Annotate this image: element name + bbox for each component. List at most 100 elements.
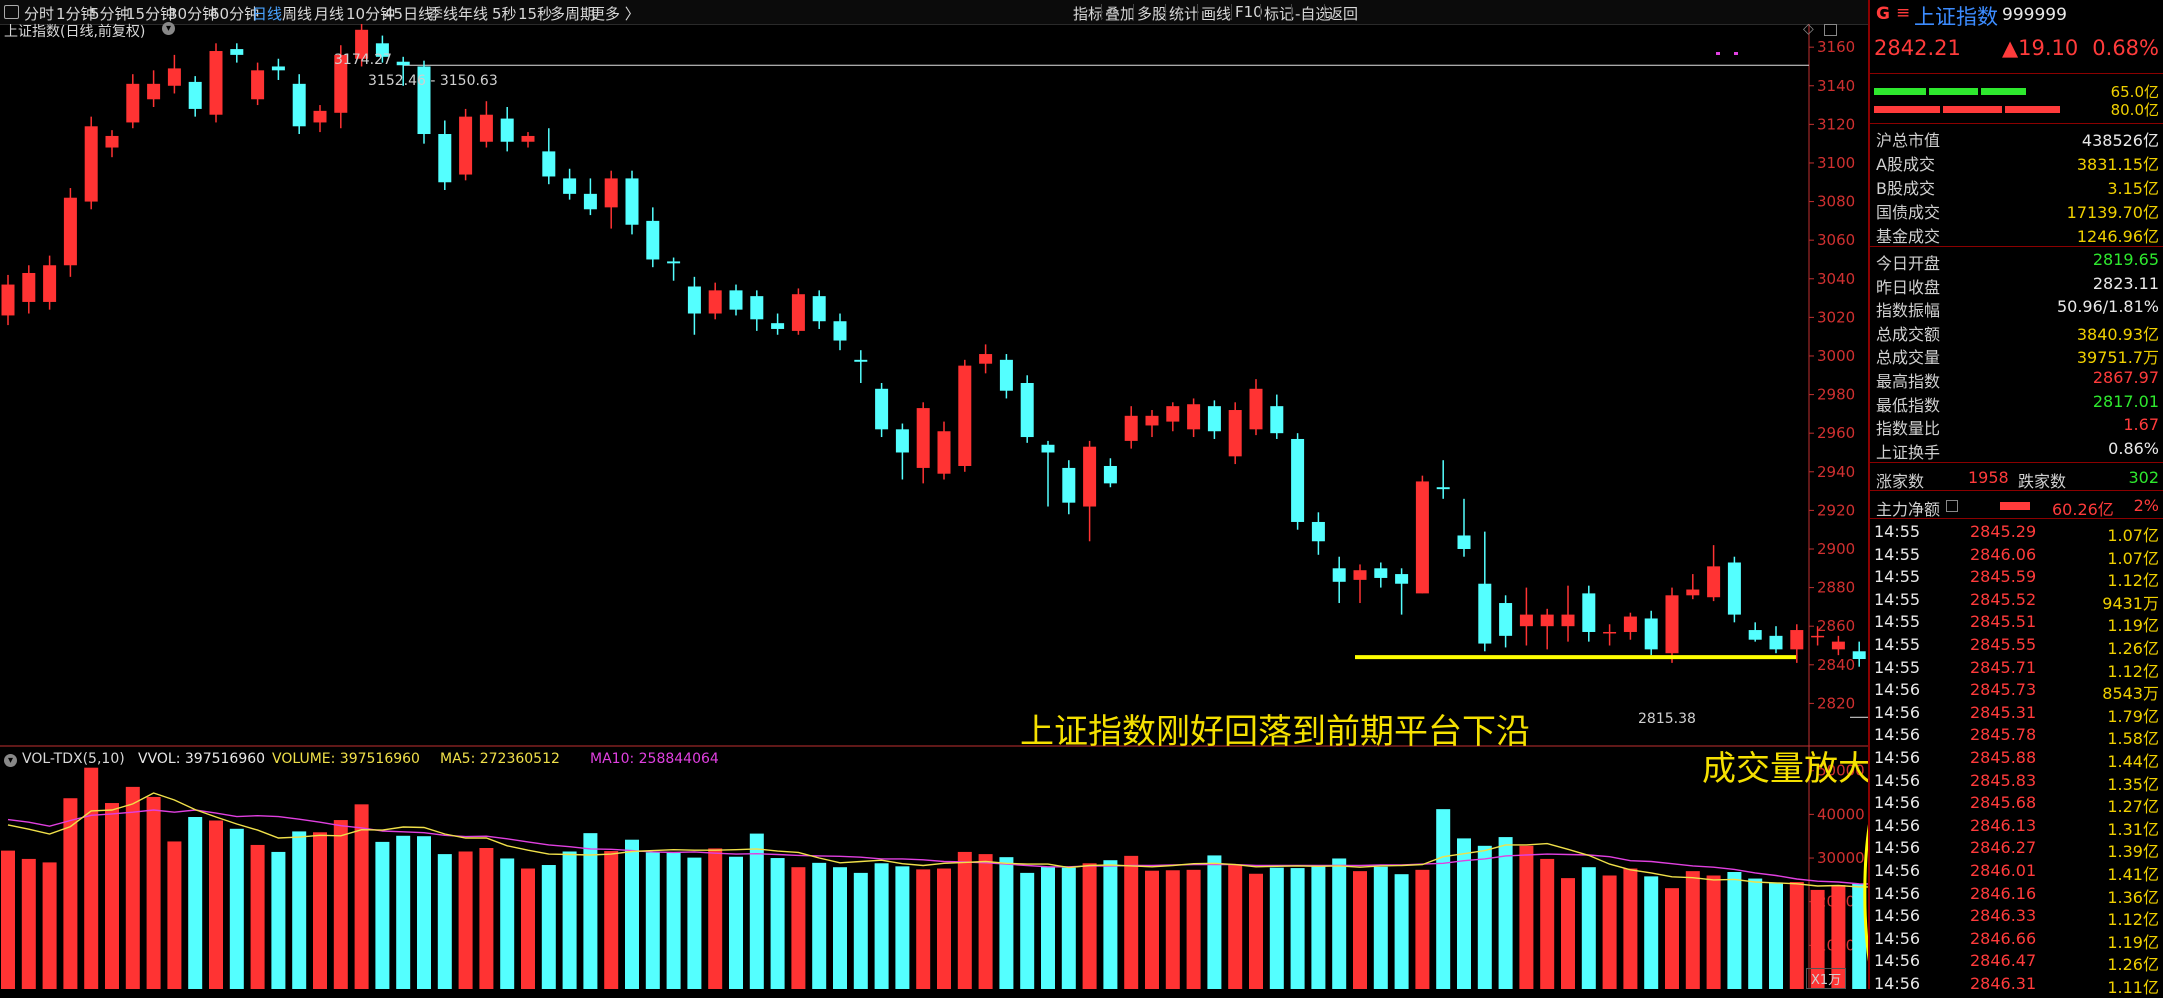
candle-body — [1769, 635, 1783, 650]
period-tab-5[interactable]: 60分钟 — [210, 5, 260, 23]
volume-settings-icon[interactable]: ▾ — [4, 754, 17, 767]
volume-bar — [957, 851, 972, 989]
toolbar-separator — [1165, 4, 1166, 20]
index-stat-row: 总成交量 39751.7万 — [1876, 342, 2159, 367]
period-tab-3[interactable]: 15分钟 — [126, 5, 176, 23]
volume-bar — [417, 836, 431, 989]
toolbar-action-3[interactable]: 统计 — [1169, 5, 1200, 23]
period-tab-14[interactable]: 15秒 — [518, 5, 553, 23]
volume-bar — [1810, 889, 1825, 989]
toolbar-action-8[interactable]: 返回 — [1328, 5, 1359, 23]
tick-row: 14:56 2845.88 1.44亿 — [1874, 746, 2163, 771]
toolbar-action-5[interactable]: F10 — [1235, 3, 1263, 21]
toolbar-action-4[interactable]: 画线 — [1201, 5, 1232, 23]
volume-bar — [146, 796, 161, 989]
period-tab-9[interactable]: 10分钟 — [346, 5, 396, 23]
tick-row: 14:56 2845.68 1.27亿 — [1874, 791, 2163, 817]
volume-bar — [458, 851, 473, 989]
kline-chart[interactable]: 2820 2840 2860 2880 2900 2920 2940 2960 2980 3000… — [0, 21, 2008, 989]
volume-bar — [1311, 865, 1326, 989]
volume-bar — [791, 867, 806, 989]
volume-bar — [63, 798, 78, 989]
volume-bar — [105, 803, 119, 989]
toolbar-separator — [1260, 4, 1261, 20]
candle-body — [521, 135, 535, 142]
candle-body — [1582, 593, 1596, 632]
volume-bar — [250, 844, 265, 989]
volume-bar — [666, 852, 681, 989]
sell-volume-bar — [1874, 106, 2060, 113]
toolbar-action-1[interactable]: 叠加 — [1105, 5, 1136, 23]
period-tab-2[interactable]: 5分钟 — [90, 5, 130, 23]
candle-body — [729, 290, 743, 310]
candle-body — [1187, 404, 1201, 430]
toolbar-action-7[interactable]: -自选 — [1295, 5, 1331, 23]
volume-bar — [583, 833, 598, 989]
candle-body — [43, 265, 57, 302]
menu-icon[interactable]: ≡ — [1896, 3, 1911, 23]
index-stat-row: 最低指数 2817.01 — [1876, 390, 2159, 415]
tick-time: 14:55 — [1874, 522, 1921, 541]
volume-bar — [1540, 858, 1555, 989]
chart-settings-icon[interactable]: ▾ — [162, 22, 175, 35]
stat-value: 2823.11 — [2092, 273, 2159, 293]
candle-body — [167, 68, 181, 86]
period-tab-4[interactable]: 30分钟 — [168, 5, 218, 23]
stat-value: 3831.15亿 — [2076, 155, 2159, 174]
chart-canvas[interactable]: 2820 2840 2860 2880 2900 2920 2940 2960 2980 3000… — [0, 24, 1868, 989]
volume-bar — [1082, 863, 1097, 989]
candle-body — [542, 151, 556, 177]
candle-body — [1707, 566, 1721, 598]
volume-bar — [437, 854, 452, 989]
volume-bar — [1477, 845, 1492, 989]
stat-label: 国债成交 — [1876, 203, 1941, 222]
index-stat-row: 指数振幅 50.96/1.81% — [1876, 295, 2159, 320]
tick-row: 14:56 2845.73 8543万 — [1874, 678, 2163, 703]
candle-body — [396, 61, 410, 66]
ma10-value: MA10: 258844064 — [590, 751, 719, 767]
info-icon[interactable] — [1946, 500, 1958, 512]
window-icon[interactable] — [1824, 24, 1837, 36]
period-tab-13[interactable]: 5秒 — [492, 5, 517, 23]
volume-bar — [1332, 858, 1347, 989]
period-tab-6[interactable]: 日线 — [252, 5, 283, 23]
period-tab-12[interactable]: 年线 — [458, 5, 489, 23]
stat-value: 438526亿 — [2081, 131, 2159, 150]
period-tab-7[interactable]: 周线 — [282, 5, 313, 23]
tick-time: 14:56 — [1874, 951, 1921, 971]
volume-bar — [42, 862, 57, 989]
volume-bar — [375, 841, 390, 989]
tick-time: 14:56 — [1874, 725, 1921, 745]
stat-label: 指数量比 — [1876, 419, 1941, 439]
sidebar-toggle-icon[interactable] — [4, 5, 19, 19]
period-tab-0[interactable]: 分时 — [24, 5, 55, 23]
stat-value: 50.96/1.81% — [2056, 297, 2159, 317]
period-tab-15[interactable]: 多周期 — [550, 5, 596, 23]
candle-body — [1395, 574, 1409, 584]
period-tab-1[interactable]: 1分钟 — [56, 5, 96, 23]
candle-body — [1353, 570, 1367, 580]
diamond-icon[interactable]: ◇ — [1803, 21, 1814, 37]
price-tick-label: 3100 — [1817, 154, 1855, 172]
candle-body — [292, 83, 306, 127]
toolbar-action-6[interactable]: 标记 — [1264, 5, 1295, 23]
candle-body — [812, 296, 826, 322]
toolbar-separator — [1231, 4, 1232, 20]
candle-body — [1374, 568, 1388, 578]
period-tab-11[interactable]: 季线 — [428, 5, 459, 23]
tick-volume: 1.27亿 — [2107, 797, 2159, 817]
toolbar-action-2[interactable]: 多股 — [1137, 5, 1168, 23]
tick-volume: 9431万 — [2102, 593, 2159, 613]
period-tab-16[interactable]: 更多 〉 — [590, 5, 640, 23]
toolbar-action-0[interactable]: 指标 — [1073, 5, 1104, 23]
toolbar-separator — [1291, 4, 1292, 20]
candle-body — [771, 323, 785, 329]
volume-indicator-name: VOL-TDX(5,10) — [22, 751, 125, 767]
period-tab-8[interactable]: 月线 — [314, 5, 345, 23]
price-tick-label: 2820 — [1817, 694, 1855, 712]
candle-body — [937, 431, 951, 474]
tick-time: 14:56 — [1874, 906, 1921, 926]
period-tab-10[interactable]: 45日线 — [384, 5, 434, 23]
price-change: ▲19.10 — [2002, 36, 2079, 60]
candle-body — [126, 83, 140, 123]
